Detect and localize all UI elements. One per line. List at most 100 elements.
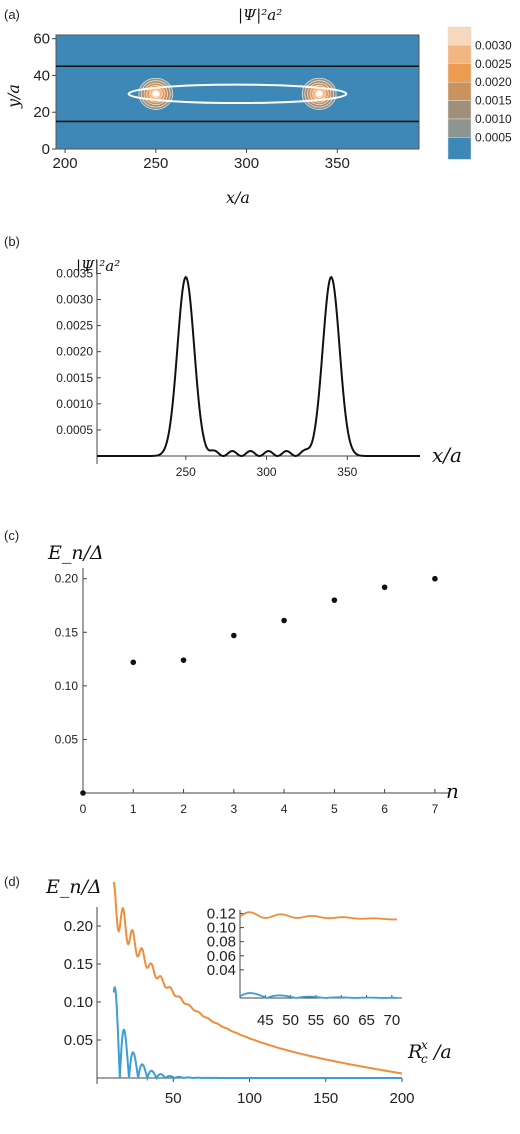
- density-curve: [97, 275, 420, 458]
- panel-b-ylabel: |Ψ|²a²: [76, 257, 120, 275]
- panel-b: (b) |Ψ|²a² 0.0005 0.0010 0.0015 0.0020 0.002…: [4, 234, 462, 479]
- inset-x-tick-label: 60: [333, 1012, 350, 1029]
- inset-x-tick-label: 45: [257, 1012, 274, 1029]
- inset-y-tick-label: 0.06: [207, 948, 236, 965]
- y-tick-label-40: 40: [33, 67, 50, 84]
- panel-a-xlabel: x/a: [226, 188, 250, 207]
- y-tick-label: 0.0005: [56, 423, 93, 437]
- panel-d-ylabel: E_n/Δ: [45, 876, 102, 898]
- x-tick-label: 3: [230, 802, 237, 816]
- heatmap-background: [55, 34, 420, 150]
- y-tick-label-20: 20: [33, 104, 50, 121]
- legend-swatch-0: [447, 26, 472, 46]
- heatmap-legend: 0.0030 0.0025 0.0020 0.0015 0.0010 0.0005: [447, 26, 512, 160]
- panel-a-ylabel: y/a: [4, 84, 23, 109]
- y-tick-label: 0.15: [64, 956, 93, 973]
- data-point: [231, 632, 237, 639]
- energy-scatter-plot: 0.05 0.10 0.15 0.20 0 1 2 3 4 5 6 7: [55, 568, 450, 816]
- x-tick-label: 50: [165, 1090, 182, 1107]
- legend-label-1: 0.0025: [475, 57, 512, 71]
- x-tick-label: 200: [389, 1090, 414, 1107]
- y-tick-label: 0.0020: [56, 345, 93, 359]
- energy-line-plot: 0.05 0.10 0.15 0.20 50 100 150 200: [64, 881, 415, 1107]
- heatmap-plot: 200 250 300 350 0 20 40 60: [33, 31, 420, 172]
- svg-text:R: R: [407, 1041, 422, 1063]
- legend-swatch-2: [447, 63, 472, 83]
- x-tick-label: 1: [130, 802, 137, 816]
- density-line-plot: 0.0005 0.0010 0.0015 0.0020 0.0025 0.0030 0.00…: [56, 263, 420, 479]
- inset-x-tick-label: 50: [282, 1012, 299, 1029]
- data-point: [130, 659, 137, 666]
- legend-swatch-1: [447, 45, 472, 65]
- x-tick-label-350: 350: [325, 155, 350, 172]
- data-point: [80, 790, 86, 796]
- x-tick-label: 150: [313, 1090, 338, 1107]
- y-tick-label: 0.20: [55, 572, 79, 586]
- data-point: [180, 657, 187, 663]
- legend-swatch-5: [447, 118, 472, 138]
- peak-0-core: [152, 91, 159, 97]
- x-tick-label: 5: [331, 802, 338, 816]
- y-tick-label-60: 60: [33, 31, 50, 48]
- inset-x-tick-label: 70: [384, 1012, 401, 1029]
- inset-y-tick-label: 0.04: [207, 962, 236, 979]
- inset-y-tick-label: 0.08: [207, 934, 236, 951]
- x-tick-label: 7: [432, 802, 439, 816]
- data-point: [331, 597, 338, 603]
- y-tick-label: 0.0015: [56, 371, 93, 385]
- legend-label-3: 0.0015: [475, 94, 512, 108]
- panel-b-label: (b): [4, 234, 20, 249]
- legend-label-2: 0.0020: [475, 75, 512, 89]
- inset-plot: 0.040.060.080.100.12 45 50 55 60 65 70: [207, 906, 406, 1029]
- inset-lower-curve: [239, 992, 397, 999]
- panel-d-label: (d): [4, 874, 20, 889]
- y-tick-label: 0.10: [64, 994, 93, 1011]
- inset-y-tick-label: 0.12: [207, 906, 236, 923]
- x-tick-label: 4: [281, 802, 288, 816]
- legend-label-4: 0.0010: [475, 112, 512, 126]
- y-tick-label: 0.05: [64, 1032, 93, 1049]
- peak-1-core: [316, 91, 323, 97]
- svg-text:x: x: [421, 1038, 428, 1052]
- panel-a-label: (a): [4, 7, 20, 22]
- panel-c-xlabel: n: [446, 779, 459, 803]
- y-tick-label: 0.10: [55, 679, 79, 693]
- panel-d-xlabel: R c x /a: [407, 1038, 452, 1066]
- panel-b-xlabel: x/a: [432, 443, 462, 467]
- legend-swatch-4: [447, 100, 472, 120]
- y-tick-label-0: 0: [42, 141, 50, 158]
- data-point: [281, 617, 287, 624]
- panel-c: (c) E_n/Δ 0.05 0.10 0.15 0.20 0 1 2 3 4 5 6 7 n: [4, 528, 459, 816]
- x-tick-label-200: 200: [53, 155, 78, 172]
- legend-label-0: 0.0030: [475, 38, 512, 52]
- x-tick-label: 250: [176, 465, 196, 479]
- upper-energy-curve: [112, 881, 403, 1075]
- x-tick-label-250: 250: [143, 155, 168, 172]
- x-tick-label: 6: [381, 802, 388, 816]
- legend-swatch-6: [447, 137, 472, 160]
- legend-label-5: 0.0005: [475, 130, 512, 144]
- panel-d: (d) E_n/Δ 0.05 0.10 0.15 0.20 50 100 150 200 0.…: [4, 874, 452, 1107]
- inset-upper-curve: [239, 911, 397, 921]
- cross-section-ellipse: [127, 83, 348, 105]
- data-point: [432, 575, 438, 582]
- svg-text:/a: /a: [432, 1041, 452, 1063]
- inset-x-tick-label: 65: [358, 1012, 375, 1029]
- y-tick-label: 0.0010: [56, 397, 93, 411]
- lower-energy-curve: [112, 986, 402, 1082]
- y-tick-label: 0.15: [55, 625, 79, 639]
- panel-c-label: (c): [4, 528, 19, 543]
- panel-a-title: |Ψ|²a²: [238, 6, 282, 24]
- x-tick-label: 300: [257, 465, 277, 479]
- data-point: [381, 584, 388, 591]
- legend-swatch-3: [447, 81, 472, 101]
- y-tick-label: 0.0025: [56, 319, 93, 333]
- x-tick-label: 100: [237, 1090, 262, 1107]
- inset-background: [238, 906, 406, 1024]
- y-tick-label: 0.0030: [56, 293, 93, 307]
- y-tick-label: 0.20: [64, 918, 93, 935]
- panel-c-ylabel: E_n/Δ: [47, 542, 104, 564]
- inset-x-tick-label: 55: [308, 1012, 325, 1029]
- x-tick-label-300: 300: [234, 155, 259, 172]
